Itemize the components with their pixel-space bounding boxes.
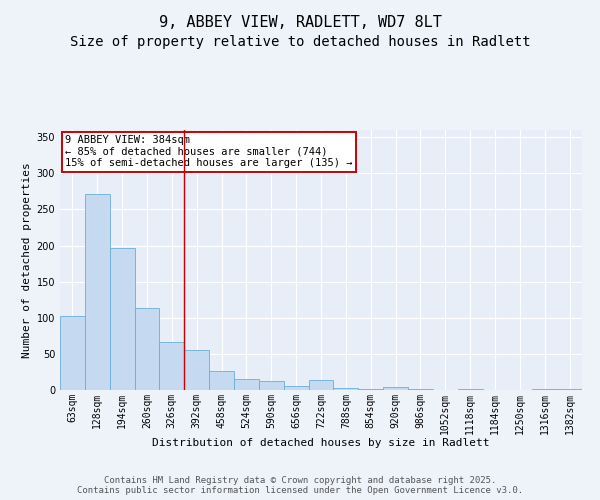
Bar (284, 386, 308, 390)
Text: 9 ABBEY VIEW: 384sqm
← 85% of detached houses are smaller (744)
15% of semi-deta: 9 ABBEY VIEW: 384sqm ← 85% of detached h… (65, 135, 353, 168)
Bar (160, 342, 184, 390)
Bar (184, 350, 209, 390)
Text: Contains HM Land Registry data © Crown copyright and database right 2025.
Contai: Contains HM Land Registry data © Crown c… (77, 476, 523, 495)
Bar (134, 308, 160, 390)
Bar (234, 379, 259, 390)
Text: 9, ABBEY VIEW, RADLETT, WD7 8LT: 9, ABBEY VIEW, RADLETT, WD7 8LT (158, 15, 442, 30)
Bar (259, 382, 284, 390)
Bar (358, 388, 383, 390)
Bar (334, 388, 358, 390)
Bar (60, 316, 85, 390)
Bar (85, 194, 110, 390)
Y-axis label: Number of detached properties: Number of detached properties (22, 162, 32, 358)
Bar (209, 371, 234, 390)
Bar (532, 388, 557, 390)
Text: Size of property relative to detached houses in Radlett: Size of property relative to detached ho… (70, 35, 530, 49)
Bar (308, 380, 334, 390)
X-axis label: Distribution of detached houses by size in Radlett: Distribution of detached houses by size … (152, 438, 490, 448)
Bar (383, 387, 408, 390)
Bar (110, 248, 134, 390)
